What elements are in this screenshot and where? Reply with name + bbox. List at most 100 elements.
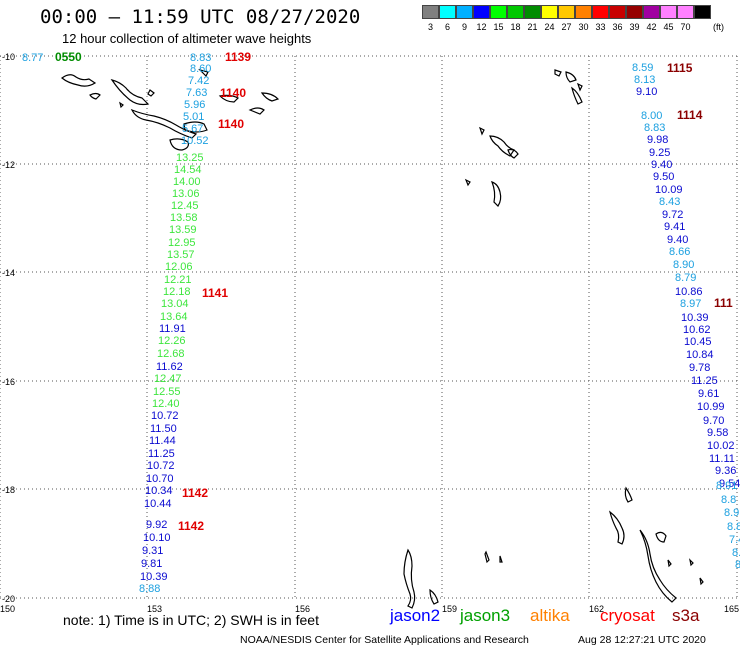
wave-height-label: 10.86	[675, 286, 703, 298]
wave-height-label: 8.59	[632, 62, 653, 74]
wave-height-label: 11.91	[159, 323, 186, 335]
wave-height-label: 14.00	[173, 176, 201, 188]
wave-height-label: 8.88	[139, 583, 160, 595]
coastline-island	[130, 108, 198, 139]
wave-height-label: 12.18	[163, 286, 191, 298]
coastline-island	[667, 559, 672, 568]
wave-height-label: 8.60	[190, 63, 211, 75]
wave-height-label: 10.09	[655, 184, 683, 196]
coastline-island	[478, 126, 485, 136]
scale-label: 12	[476, 22, 487, 32]
wave-height-label: 10.39	[681, 312, 709, 324]
wave-height-label: 11.62	[156, 361, 183, 373]
coastline-island	[110, 79, 150, 106]
scale-label: 45	[663, 22, 674, 32]
wave-height-label: 8.43	[659, 196, 680, 208]
wave-height-label: 9.70	[703, 415, 724, 427]
wave-height-label: 14.54	[174, 164, 202, 176]
lon-label: 165	[724, 604, 739, 614]
wave-height-label: 9.92	[146, 519, 167, 531]
pass-time-label: 1140	[220, 86, 246, 100]
pass-time-label: 1142	[182, 486, 208, 500]
coastline-island	[260, 92, 280, 102]
scale-label: 30	[578, 22, 589, 32]
wave-height-label: 5.67	[182, 123, 203, 135]
wave-height-label: 10.44	[144, 498, 172, 510]
wave-height-label: 10.52	[181, 135, 209, 147]
wave-height-label: 7.42	[188, 75, 209, 87]
pass-time-label: 0550	[55, 50, 82, 64]
scale-label: 36	[612, 22, 623, 32]
wave-height-label: 8.83	[644, 122, 665, 134]
coastline-island	[624, 486, 633, 503]
wave-height-label: 7.4	[729, 534, 740, 546]
wave-height-label: 12.21	[164, 274, 192, 286]
scale-label: 33	[595, 22, 606, 32]
legend-jason3: jason3	[460, 606, 511, 625]
coastline-island	[248, 107, 265, 115]
scale-label: 21	[527, 22, 538, 32]
wave-height-label: 13.04	[161, 298, 189, 310]
scale-label: 3	[427, 22, 433, 32]
scale-swatch	[592, 5, 609, 19]
scale-swatch	[473, 5, 490, 19]
wave-height-label: 13.06	[172, 188, 200, 200]
scale-swatch	[558, 5, 575, 19]
wave-height-label: 8.00	[641, 110, 662, 122]
wave-height-label: 10.10	[143, 532, 171, 544]
wave-height-label: 8.90	[673, 259, 694, 271]
scale-label: 42	[646, 22, 657, 32]
coastline-island	[464, 178, 471, 187]
scale-swatch	[694, 5, 711, 19]
wave-height-label: 11.44	[149, 435, 176, 447]
coastline-island	[218, 94, 240, 103]
pass-time-label: 111	[714, 296, 733, 310]
scale-swatch	[643, 5, 660, 19]
wave-height-label: 13.57	[167, 249, 195, 261]
pass-time-label: 1139	[225, 50, 251, 64]
units-note: note: 1) Time is in UTC; 2) SWH is in fe…	[63, 612, 319, 628]
wave-height-label: 11.25	[148, 448, 175, 460]
scale-swatch	[541, 5, 558, 19]
wave-height-label: 11.50	[150, 423, 177, 435]
lat-label: -10	[2, 52, 15, 62]
coastline-island	[403, 548, 416, 609]
scale-label: 39	[629, 22, 640, 32]
wave-height-label: 10.84	[686, 349, 714, 361]
coastline-island	[499, 555, 503, 563]
coastline-island	[169, 138, 189, 151]
wave-height-label: 8.66	[669, 246, 690, 258]
wave-height-label: 8.97	[680, 298, 701, 310]
wave-height-label: 13.25	[176, 152, 204, 164]
map-subtitle: 12 hour collection of altimeter wave hei…	[62, 31, 312, 46]
wave-height-label: 10.72	[151, 410, 179, 422]
wave-height-label: 12.45	[171, 200, 199, 212]
wave-height-label: 9.40	[667, 234, 688, 246]
grid-lines	[0, 55, 738, 599]
wave-height-label: 8.77	[22, 52, 43, 64]
coastline-island	[119, 101, 124, 109]
wave-height-label: 8.8	[721, 494, 736, 506]
scale-swatch	[524, 5, 541, 19]
wave-height-label: 10.39	[140, 571, 168, 583]
coastline-island	[490, 181, 502, 207]
legend-altika: altika	[530, 606, 570, 625]
scale-swatch	[677, 5, 694, 19]
scale-swatch	[422, 5, 439, 19]
coastline-island	[61, 74, 97, 87]
coastline-island	[576, 82, 583, 92]
wave-height-label: 10.62	[683, 324, 711, 336]
scale-label: 9	[461, 22, 467, 32]
scale-label: 15	[493, 22, 504, 32]
wave-height-label: 8.	[732, 547, 740, 559]
wave-height-label: 13.59	[169, 224, 197, 236]
scale-unit: (ft)	[713, 22, 724, 32]
wave-height-label: 10.02	[707, 440, 735, 452]
wave-height-label: 9.50	[653, 171, 674, 183]
pass-time-label: 1140	[218, 117, 244, 131]
scale-swatch	[490, 5, 507, 19]
scale-label: 27	[561, 22, 572, 32]
coastline-island	[609, 510, 625, 545]
coastlines	[61, 68, 704, 609]
coastline-island	[147, 89, 155, 97]
